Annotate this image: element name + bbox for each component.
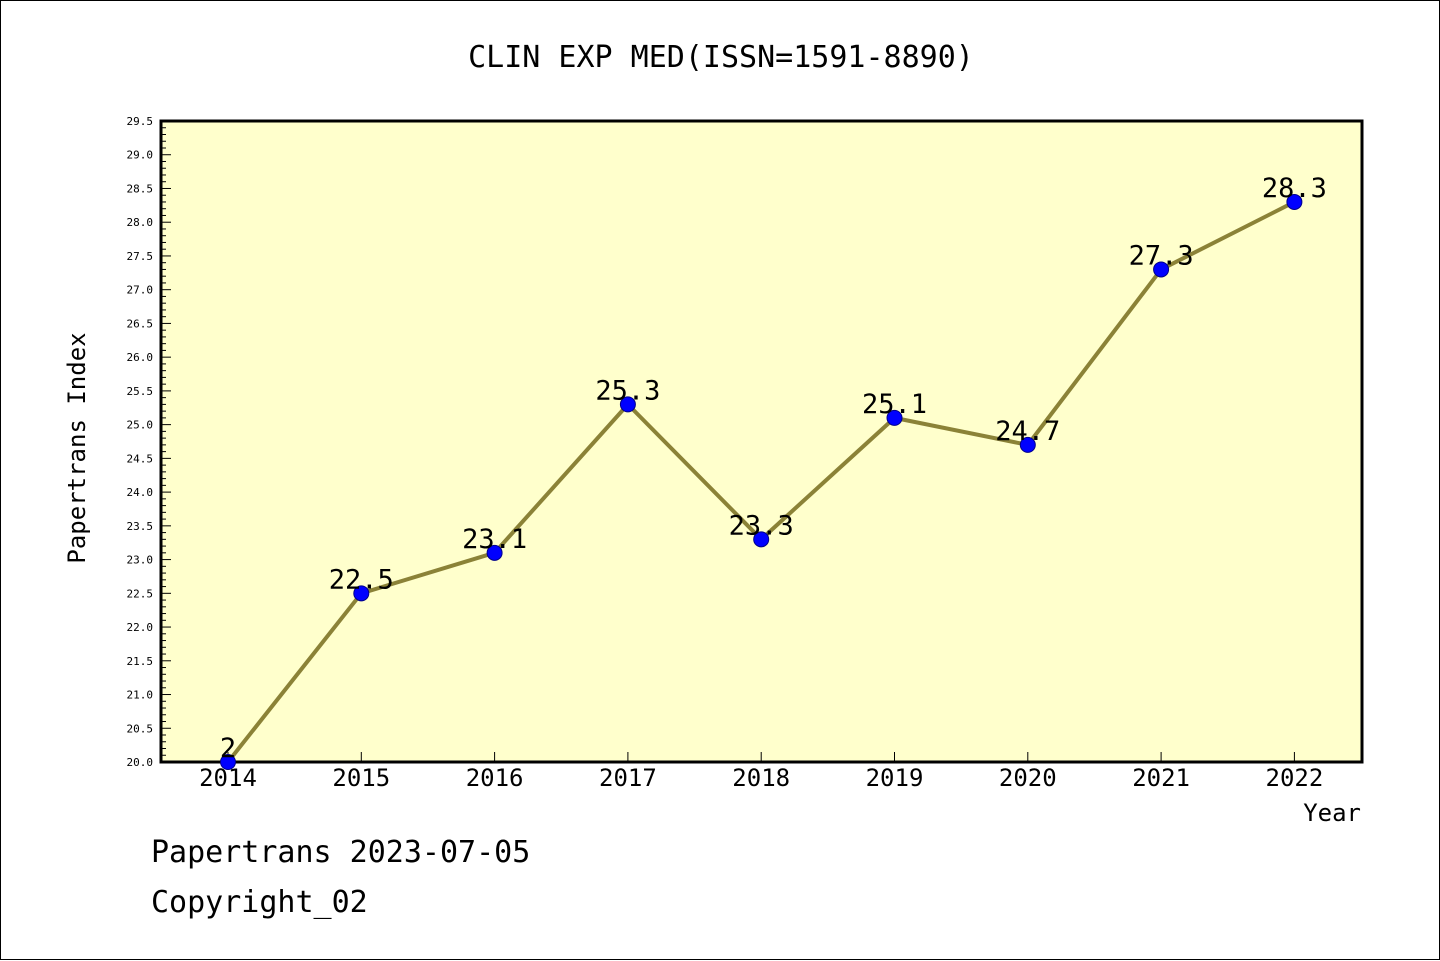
x-tick-label: 2019	[866, 764, 924, 792]
data-point	[1286, 193, 1303, 210]
data-label: 25.1	[862, 389, 927, 420]
x-tick-label: 2016	[466, 764, 524, 792]
data-point	[1153, 261, 1170, 278]
y-axis-label: Papertrans Index	[63, 332, 91, 563]
data-point	[753, 531, 770, 548]
y-tick-label: 27.5	[127, 250, 154, 263]
y-tick-label: 21.5	[127, 655, 154, 668]
data-label: 24.7	[995, 416, 1060, 447]
y-tick-label: 29.5	[127, 115, 154, 128]
data-labels: 2 22.5 23.1 25.3 23.3 25.1 24.7 27.3 28.3	[220, 173, 1327, 764]
y-tick-label: 23.0	[127, 554, 154, 567]
data-point	[353, 585, 370, 602]
data-label: 25.3	[595, 375, 660, 406]
y-tick-label: 29.0	[127, 149, 154, 162]
data-point	[220, 754, 236, 770]
y-tick-label: 24.0	[127, 486, 154, 499]
footer-date: Papertrans 2023-07-05	[151, 835, 531, 870]
plot-area	[159, 119, 1364, 764]
y-tick-label: 25.0	[127, 419, 154, 432]
data-point	[1019, 436, 1036, 453]
y-tick-label: 27.0	[127, 284, 154, 297]
y-tick-label: 24.5	[127, 452, 154, 465]
x-tick-label: 2018	[732, 764, 790, 792]
data-label: 22.5	[329, 564, 394, 595]
y-tick-label: 26.5	[127, 317, 154, 330]
footer-copyright: Copyright_02	[151, 885, 368, 920]
y-tick-label: 20.0	[127, 756, 154, 769]
y-tick-label: 26.0	[127, 351, 154, 364]
x-tick-label: 2017	[599, 764, 657, 792]
data-label: 28.3	[1262, 173, 1327, 204]
y-tick-label: 20.5	[127, 722, 154, 735]
y-tick-label: 22.0	[127, 621, 154, 634]
x-tick-label: 2020	[999, 764, 1057, 792]
y-tick-label: 22.5	[127, 587, 154, 600]
x-tick-label: 2015	[332, 764, 390, 792]
y-tick-label: 21.0	[127, 689, 154, 702]
data-label: 23.1	[462, 524, 527, 555]
chart-title: CLIN EXP MED(ISSN=1591-8890)	[468, 40, 974, 75]
y-tick-label: 25.5	[127, 385, 154, 398]
x-axis-label: Year	[1303, 799, 1361, 827]
y-tick-label: 28.5	[127, 182, 154, 195]
data-markers	[220, 193, 1303, 770]
y-tick-label: 28.0	[127, 216, 154, 229]
data-label: 23.3	[729, 510, 794, 541]
x-tick-label: 2021	[1132, 764, 1190, 792]
data-point	[486, 544, 503, 561]
data-label: 2	[220, 733, 236, 764]
data-label: 27.3	[1129, 240, 1194, 271]
x-tick-label: 2022	[1266, 764, 1324, 792]
y-tick-label: 23.5	[127, 520, 154, 533]
data-point	[619, 396, 636, 413]
y-axis: 20.0 20.5 21.0 21.5 22.0 22.5 23.0 23.5 24.0 24.5…	[127, 115, 171, 769]
data-point	[886, 409, 903, 426]
